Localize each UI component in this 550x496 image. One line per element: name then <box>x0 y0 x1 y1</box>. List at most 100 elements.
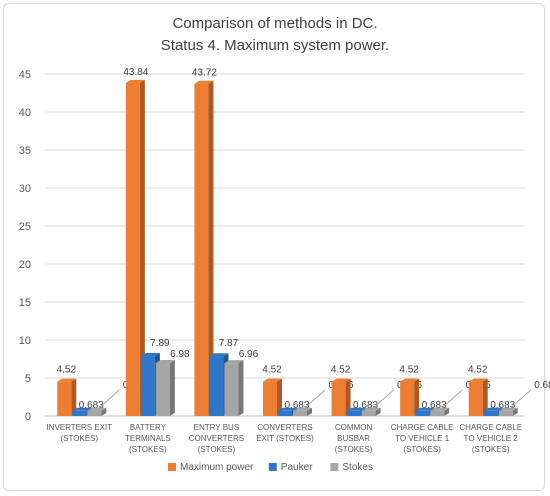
x-tick-label: (STOKES) <box>335 445 373 454</box>
data-label: 0.683 <box>79 400 104 411</box>
bar-side <box>512 407 518 416</box>
bar-top <box>430 407 450 411</box>
bar-side <box>345 378 351 416</box>
bar-top <box>72 407 92 411</box>
bar-maximum-power <box>125 82 140 416</box>
legend-swatch-stokes <box>330 463 339 471</box>
bar-side <box>238 360 244 416</box>
x-tick-label: INVERTERS EXIT <box>46 423 112 432</box>
x-tick-label: (STOKES) <box>60 434 98 443</box>
bar-top <box>224 360 244 364</box>
data-label: 0.683 <box>353 400 378 411</box>
data-label: 0.683 <box>284 400 309 411</box>
bar-side <box>375 407 381 416</box>
bar-top <box>400 378 420 382</box>
bar-top <box>209 353 229 357</box>
y-tick-label: 15 <box>19 297 31 309</box>
bar-top <box>57 378 77 382</box>
x-tick-label: CHARGE CABLE <box>459 423 522 432</box>
bar-pauker <box>72 410 87 416</box>
data-label: 4.52 <box>468 365 488 376</box>
bar-top <box>278 407 297 411</box>
data-label-leader <box>98 389 120 409</box>
bar-side <box>307 407 312 416</box>
bar-stokes <box>155 362 170 416</box>
legend-label: Stokes <box>342 462 373 473</box>
bar-pauker <box>346 410 361 416</box>
chart-title: Comparison of methods in DC. <box>172 15 378 32</box>
data-label: 43.84 <box>123 67 148 78</box>
bar-top <box>125 79 145 83</box>
data-label: 4.52 <box>57 365 77 376</box>
x-tick-label: BUSBAR <box>337 434 370 443</box>
bar-pauker <box>140 356 155 416</box>
y-tick-label: 30 <box>19 183 31 195</box>
bar-top <box>483 407 503 411</box>
legend-swatch-pauker <box>268 463 277 471</box>
x-tick-label: TO VEHICLE 1 <box>395 434 450 443</box>
x-tick-label: CONVERTERS <box>257 423 312 432</box>
x-tick-label: TERMINALS <box>125 434 171 443</box>
bar-stokes <box>430 410 445 416</box>
bar-maximum-power <box>331 381 346 416</box>
data-label-leader <box>441 389 463 409</box>
bar-maximum-power <box>468 381 483 416</box>
x-tick-label: (STOKES) <box>472 445 510 454</box>
x-tick-label: COMMON <box>335 423 373 432</box>
bar-side <box>482 378 488 416</box>
y-tick-label: 20 <box>19 259 31 271</box>
y-tick-label: 0 <box>25 411 31 423</box>
x-tick-label: EXIT (STOKES) <box>256 434 314 443</box>
bar-top <box>361 407 381 411</box>
bar-top <box>498 407 518 411</box>
bar-top <box>293 407 312 411</box>
bar-side <box>277 378 282 416</box>
bar-side <box>139 79 145 416</box>
legend-swatch-maximum-power <box>168 463 176 471</box>
data-label: 7.89 <box>150 338 170 349</box>
bar-maximum-power <box>263 381 277 416</box>
x-tick-label: ENTRY BUS <box>194 423 240 432</box>
bar-top <box>140 353 160 357</box>
y-tick-label: 10 <box>19 335 31 347</box>
bar-side <box>208 80 214 416</box>
bar-stokes <box>293 410 307 416</box>
y-tick-label: 25 <box>19 221 31 233</box>
data-label: 4.52 <box>399 365 419 376</box>
data-label: 4.52 <box>262 365 282 376</box>
bar-side <box>169 359 175 416</box>
x-tick-label: CHARGE CABLE <box>391 423 454 432</box>
y-tick-label: 45 <box>19 69 31 81</box>
bar-pauker <box>278 410 292 416</box>
x-tick-label: TO VEHICLE 2 <box>464 434 519 443</box>
legend-label: Pauker <box>281 462 313 473</box>
y-tick-label: 5 <box>25 373 31 385</box>
bar-maximum-power <box>400 381 415 416</box>
bar-pauker <box>483 410 498 416</box>
bar-maximum-power <box>57 381 72 416</box>
bar-top <box>155 359 175 363</box>
bar-top <box>415 407 435 411</box>
bar-stokes <box>87 410 102 416</box>
bar-stokes <box>361 410 376 416</box>
bar-top <box>346 407 366 411</box>
bar-side <box>71 378 77 416</box>
bar-stokes <box>498 410 513 416</box>
legend-label: Maximum power <box>180 462 254 473</box>
x-tick-label: (STOKES) <box>129 445 167 454</box>
x-tick-label: (STOKES) <box>198 445 236 454</box>
bar-pauker <box>415 410 430 416</box>
data-label-leader <box>510 389 532 409</box>
data-label: 6.98 <box>170 349 190 360</box>
bar-top <box>468 378 488 382</box>
bar-top <box>263 378 282 382</box>
bar-maximum-power <box>194 83 209 416</box>
bar-side <box>414 378 420 416</box>
data-label: 43.72 <box>192 68 217 79</box>
x-tick-label: CONVERTERS <box>189 434 244 443</box>
data-label-leader <box>304 389 326 409</box>
data-label: 4.52 <box>331 365 351 376</box>
x-tick-label: (STOKES) <box>403 445 441 454</box>
data-label-leader <box>373 389 394 409</box>
